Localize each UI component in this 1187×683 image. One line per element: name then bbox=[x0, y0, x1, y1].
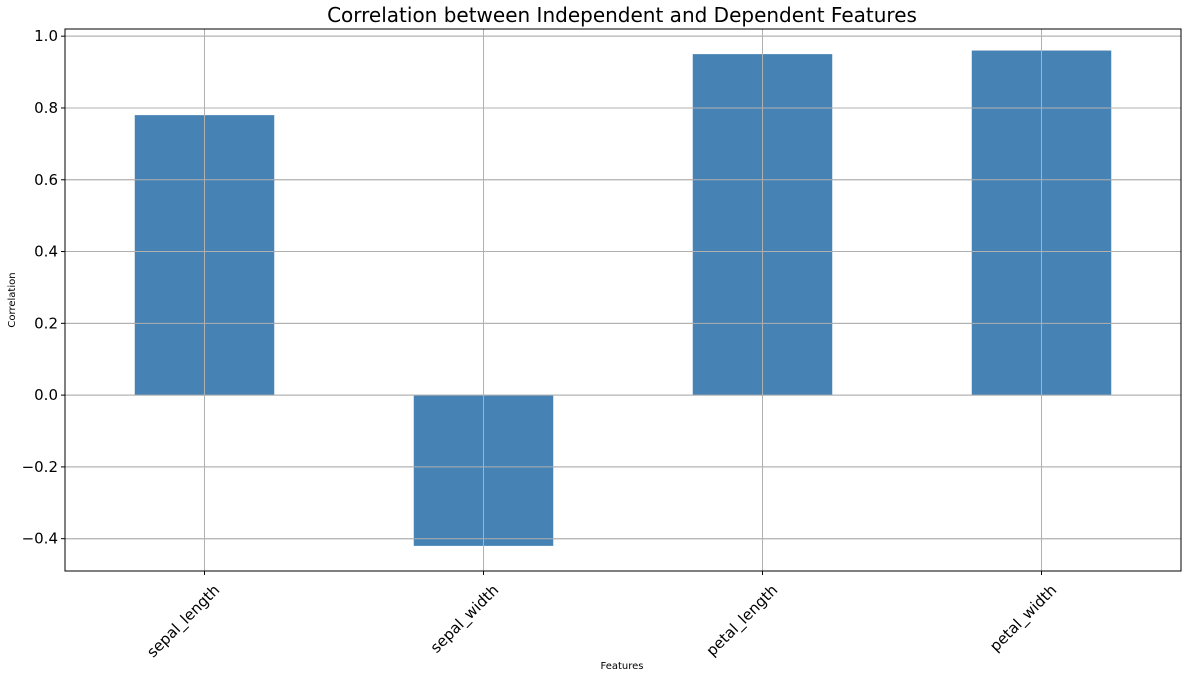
y-tick-label: 0.8 bbox=[34, 99, 58, 117]
y-tick-label: −0.4 bbox=[22, 530, 58, 548]
chart-title: Correlation between Independent and Depe… bbox=[327, 3, 917, 27]
x-tick-label: petal_length bbox=[703, 581, 782, 660]
y-tick-label: 0.6 bbox=[34, 171, 58, 189]
y-tick-label: 0.0 bbox=[34, 386, 58, 404]
y-tick-label: 0.2 bbox=[34, 314, 58, 332]
x-tick-label: sepal_width bbox=[427, 581, 503, 657]
y-tick-label: 1.0 bbox=[34, 27, 58, 45]
x-axis-label: Features bbox=[601, 661, 644, 672]
grid-overlay bbox=[65, 29, 1181, 571]
bars-layer bbox=[134, 50, 1112, 546]
plot-frame bbox=[64, 28, 1182, 572]
y-axis-label: Correlation bbox=[7, 272, 18, 327]
x-tick-label: petal_width bbox=[986, 581, 1061, 656]
x-tick-label: sepal_length bbox=[143, 581, 224, 662]
y-tick-label: 0.4 bbox=[34, 243, 58, 261]
axes-layer bbox=[64, 28, 1182, 572]
y-tick-label: −0.2 bbox=[22, 458, 58, 476]
